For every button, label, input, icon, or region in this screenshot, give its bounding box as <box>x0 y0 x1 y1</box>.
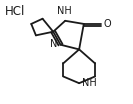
Text: HCl: HCl <box>5 5 26 18</box>
Text: NH: NH <box>82 78 97 88</box>
Text: N: N <box>50 39 57 49</box>
Text: NH: NH <box>57 6 72 16</box>
Text: O: O <box>103 19 111 29</box>
